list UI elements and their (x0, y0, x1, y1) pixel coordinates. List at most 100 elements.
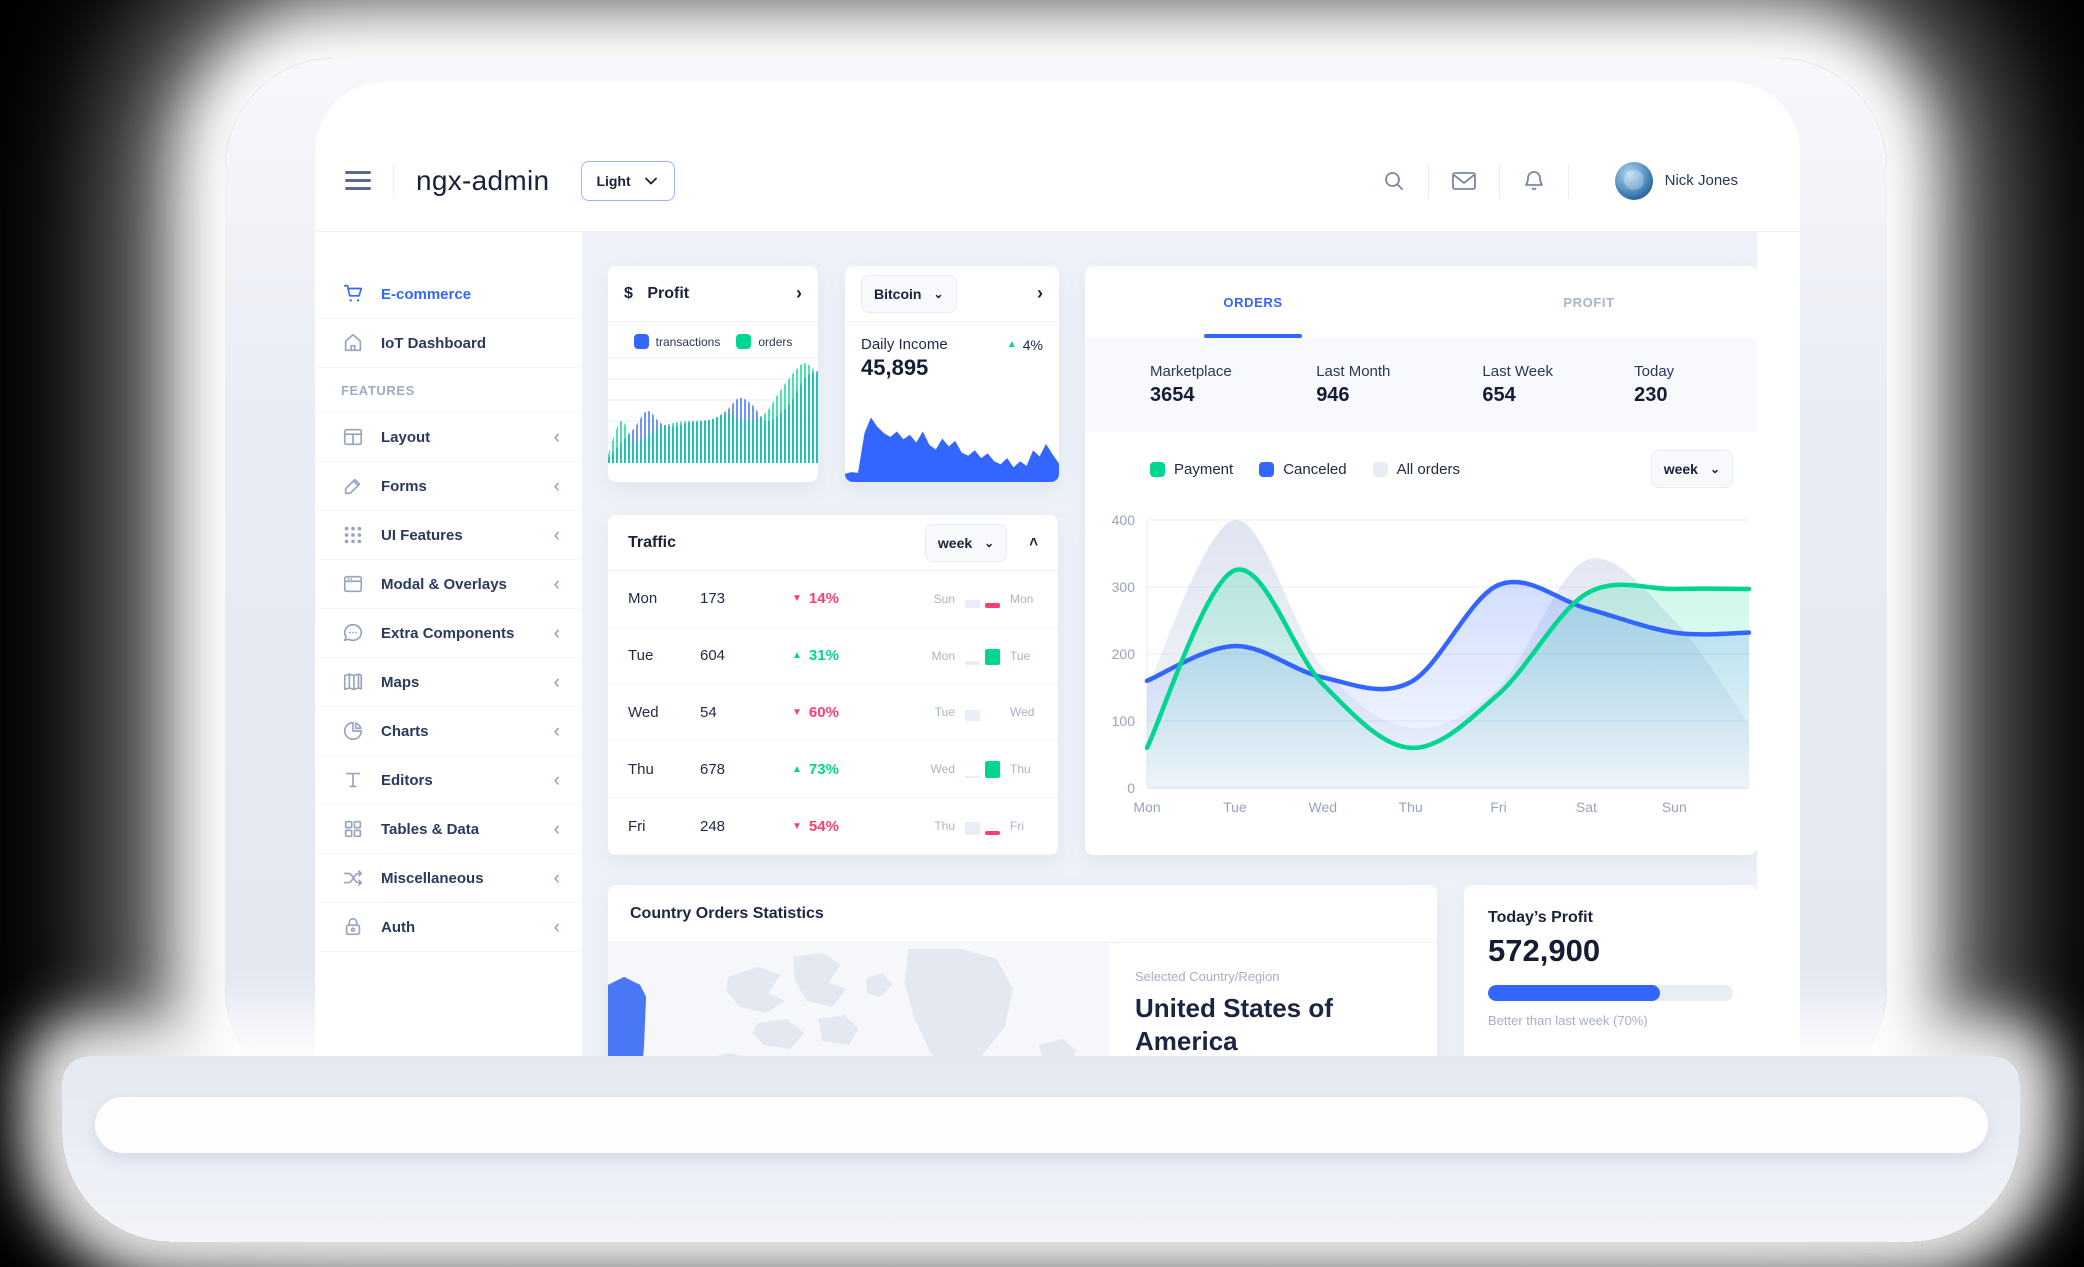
compare-prev-bar (965, 822, 980, 836)
orders-chart: 0 100 200 300 400 Mon Tue Wed Thu Fri Sat Sun (1112, 512, 1751, 815)
compare-next-bar (985, 648, 1000, 665)
sidebar-item-label: UI Features (381, 526, 463, 544)
currency-select[interactable]: Bitcoin ⌄ (861, 274, 957, 313)
sidebar-item-label: Editors (381, 771, 433, 789)
sidebar-toggle-icon[interactable] (345, 171, 371, 190)
legend-swatch (1259, 461, 1275, 477)
bell-icon[interactable] (1522, 168, 1546, 193)
sidebar-item-editors[interactable]: Editors ‹ (315, 756, 582, 805)
chevron-down-icon: ⌄ (984, 535, 995, 550)
today-profit-value: 572,900 (1488, 933, 1601, 968)
compare-prev-bar (965, 660, 980, 665)
traffic-day: Tue (628, 647, 654, 665)
traffic-period-select[interactable]: week ⌄ (924, 523, 1008, 562)
sidebar-item-charts[interactable]: Charts ‹ (315, 707, 582, 756)
chevron-left-icon: ‹ (553, 622, 560, 644)
sidebar-item-label: Auth (381, 918, 416, 936)
chevron-left-icon: ‹ (553, 671, 560, 693)
svg-text:300: 300 (1112, 579, 1136, 595)
world-map-svg (608, 948, 1077, 1056)
today-profit-note: Better than last week (70%) (1488, 1013, 1648, 1028)
legend-item-all-orders[interactable]: All orders (1372, 461, 1460, 478)
user-name[interactable]: Nick Jones (1664, 172, 1738, 189)
sidebar-item-e-commerce[interactable]: E-commerce (315, 270, 582, 319)
sidebar-item-label: E-commerce (381, 285, 472, 303)
svg-text:400: 400 (1112, 512, 1136, 528)
sidebar-item-label: IoT Dashboard (381, 334, 487, 352)
traffic-value: 604 (700, 647, 726, 665)
header: ngx-admin Light (315, 82, 1800, 232)
bitcoin-chart (845, 417, 1059, 482)
world-map[interactable] (608, 943, 1109, 1056)
sidebar-item-auth[interactable]: Auth ‹ (315, 903, 582, 952)
currency-select-value: Bitcoin (874, 285, 922, 302)
orders-card: ORDERS PROFIT Marketplace 3654 Last Month 94… (1085, 266, 1757, 855)
chevron-down-icon (644, 177, 657, 184)
legend-item-orders[interactable]: orders (736, 334, 792, 349)
sidebar-item-extra-components[interactable]: Extra Components ‹ (315, 609, 582, 658)
collapse-icon[interactable]: ˄ (1029, 534, 1038, 551)
today-profit-card: Today’s Profit 572,900 Better than last … (1464, 885, 1757, 1056)
sidebar-item-layout[interactable]: Layout ‹ (315, 413, 582, 462)
legend-item-payment[interactable]: Payment (1150, 461, 1233, 478)
chevron-down-icon: ⌄ (933, 286, 944, 301)
map-icon (341, 670, 365, 694)
header-divider (1427, 163, 1429, 198)
compare-bars (965, 703, 1000, 722)
sidebar-item-maps[interactable]: Maps ‹ (315, 658, 582, 707)
compare-next-bar (985, 761, 1000, 779)
search-icon[interactable] (1382, 169, 1406, 193)
chevron-right-icon[interactable]: › (796, 283, 802, 303)
traffic-compare: Wed Thu (896, 760, 1038, 779)
chevron-left-icon: ‹ (553, 818, 560, 840)
tab-profit[interactable]: PROFIT (1563, 294, 1615, 310)
legend-item-transactions[interactable]: transactions (633, 334, 720, 349)
tab-orders[interactable]: ORDERS (1085, 266, 1421, 338)
sidebar-item-modal-overlays[interactable]: Modal & Overlays ‹ (315, 560, 582, 609)
compare-next-label: Fri (1010, 819, 1024, 834)
traffic-compare: Mon Tue (896, 647, 1038, 665)
svg-text:Sun: Sun (1662, 799, 1687, 815)
traffic-value: 173 (700, 590, 726, 608)
traffic-value: 248 (700, 817, 726, 835)
grid-icon (341, 817, 365, 841)
traffic-value: 678 (700, 760, 726, 778)
compare-next-bar (985, 831, 1000, 836)
traffic-day: Mon (628, 590, 658, 608)
chevron-left-icon: ‹ (553, 867, 560, 889)
browser-icon (341, 572, 365, 596)
header-divider (393, 163, 394, 198)
compare-prev-bar (965, 776, 980, 779)
main-content: $ Profit › transactions orders Bitcoin ⌄ … (583, 232, 1757, 1056)
orders-period-select[interactable]: week ⌄ (1650, 450, 1733, 488)
theme-select[interactable]: Light (581, 160, 676, 201)
sidebar-item-forms[interactable]: Forms ‹ (315, 462, 582, 511)
legend-item-canceled[interactable]: Canceled (1259, 461, 1347, 478)
svg-text:0: 0 (1127, 780, 1135, 796)
sidebar-item-miscellaneous[interactable]: Miscellaneous ‹ (315, 854, 582, 903)
sidebar-item-label: Forms (381, 477, 427, 495)
triangle-up-icon: ▲ (1006, 339, 1017, 350)
selected-country-label: Selected Country/Region (1135, 969, 1280, 984)
sidebar-item-label: Miscellaneous (381, 869, 484, 887)
sidebar-item-ui-features[interactable]: UI Features ‹ (315, 511, 582, 560)
svg-text:Mon: Mon (1133, 799, 1160, 815)
profit-progress-bar[interactable] (1488, 985, 1733, 1001)
sidebar-item-label: Tables & Data (381, 820, 480, 838)
compare-prev-bar (965, 599, 980, 608)
traffic-title: Traffic (628, 533, 677, 551)
traffic-delta: ▲ 31% (792, 647, 839, 665)
country-orders-card: Country Orders Statistics (608, 885, 1437, 1056)
chevron-right-icon[interactable]: › (1037, 283, 1043, 303)
compare-bars (965, 817, 1000, 836)
orders-stats: Marketplace 3654 Last Month 946 Last Week 654… (1085, 338, 1757, 432)
avatar[interactable] (1614, 161, 1653, 200)
compare-prev-bar (965, 710, 980, 722)
email-icon[interactable] (1451, 170, 1477, 192)
compare-prev-label: Wed (930, 762, 955, 777)
sidebar-item-iot-dashboard[interactable]: IoT Dashboard (315, 319, 582, 368)
sidebar-item-tables-data[interactable]: Tables & Data ‹ (315, 805, 582, 854)
sidebar-item-label: Charts (381, 722, 429, 740)
dollar-icon: $ (624, 284, 633, 302)
